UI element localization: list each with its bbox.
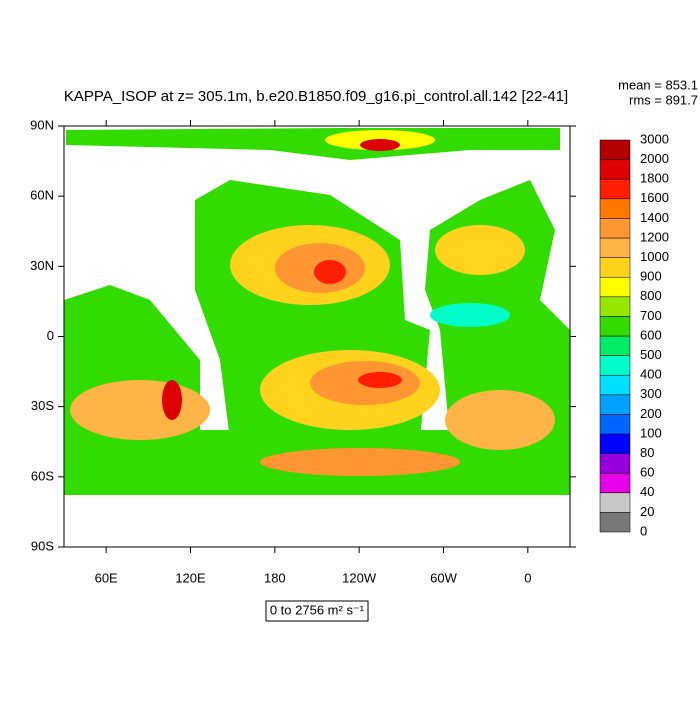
lat-label: 0	[47, 328, 54, 343]
colorbar-label: 700	[640, 308, 662, 323]
colorbar-box	[599, 159, 631, 180]
feature	[435, 225, 525, 275]
colorbar-box	[599, 218, 631, 239]
colorbar-label: 40	[640, 484, 654, 499]
feature	[260, 448, 460, 476]
feature	[360, 139, 400, 151]
feature	[162, 380, 182, 420]
colorbar-box	[599, 374, 631, 396]
colorbar-box	[599, 257, 631, 278]
colorbar-label: 60	[640, 465, 654, 480]
colorbar-label: 80	[640, 445, 654, 460]
lat-label: 60N	[30, 188, 54, 203]
colorbar-label: 2000	[640, 151, 669, 166]
feature	[358, 372, 402, 388]
lon-label: 180	[264, 570, 286, 585]
colorbar-label: 800	[640, 288, 662, 303]
colorbar-box	[599, 472, 631, 494]
feature	[314, 260, 346, 284]
lat-label: 30N	[30, 258, 54, 273]
colorbar-label: 1600	[640, 190, 669, 205]
rms-stat: rms = 891.7	[629, 92, 698, 107]
colorbar-label: 20	[640, 504, 654, 519]
colorbar-box	[599, 414, 631, 435]
lon-label: 60E	[95, 570, 118, 585]
mean-stat: mean = 853.1	[618, 77, 698, 92]
colorbar-box	[599, 453, 631, 474]
lat-label: 90N	[30, 117, 54, 132]
feature	[430, 303, 510, 327]
colorbar-box	[599, 178, 631, 200]
lon-label: 120E	[175, 570, 206, 585]
colorbar-label: 600	[640, 327, 662, 342]
colorbar-label: 100	[640, 425, 662, 440]
lon-label: 120W	[342, 570, 377, 585]
lon-label: 60W	[430, 570, 457, 585]
colorbar-box	[599, 335, 631, 356]
colorbar-box	[599, 512, 631, 533]
colorbar-label: 3000	[640, 131, 669, 146]
colorbar-box	[599, 433, 631, 454]
lat-label: 90S	[31, 538, 54, 553]
lat-label: 60S	[31, 468, 54, 483]
lat-label: 30S	[31, 398, 54, 413]
colorbar-label: 900	[640, 269, 662, 284]
feature	[70, 380, 210, 440]
colorbar-label: 1800	[640, 171, 669, 186]
feature	[445, 390, 555, 450]
range-label: 0 to 2756 m² s⁻¹	[270, 602, 365, 617]
colorbar-label: 1400	[640, 210, 669, 225]
colorbar-box	[599, 394, 631, 415]
colorbar-label: 500	[640, 347, 662, 362]
arctic-ocean	[66, 128, 560, 160]
lon-label: 0	[524, 570, 531, 585]
colorbar-label: 200	[640, 406, 662, 421]
colorbar-box	[599, 276, 631, 298]
colorbar-box	[599, 237, 631, 258]
colorbar-box	[599, 139, 631, 160]
range-box	[265, 600, 369, 622]
colorbar-label: 1000	[640, 249, 669, 264]
colorbar-label: 1200	[640, 229, 669, 244]
colorbar-box	[599, 492, 631, 513]
colorbar-box	[599, 316, 631, 337]
colorbar-label: 300	[640, 386, 662, 401]
colorbar-box	[599, 296, 631, 317]
colorbar-box	[599, 355, 631, 376]
colorbar-label: 0	[640, 523, 647, 538]
map-fill	[64, 128, 570, 495]
title: KAPPA_ISOP at z= 305.1m, b.e20.B1850.f09…	[64, 88, 568, 105]
colorbar-label: 400	[640, 367, 662, 382]
colorbar-box	[599, 198, 631, 219]
